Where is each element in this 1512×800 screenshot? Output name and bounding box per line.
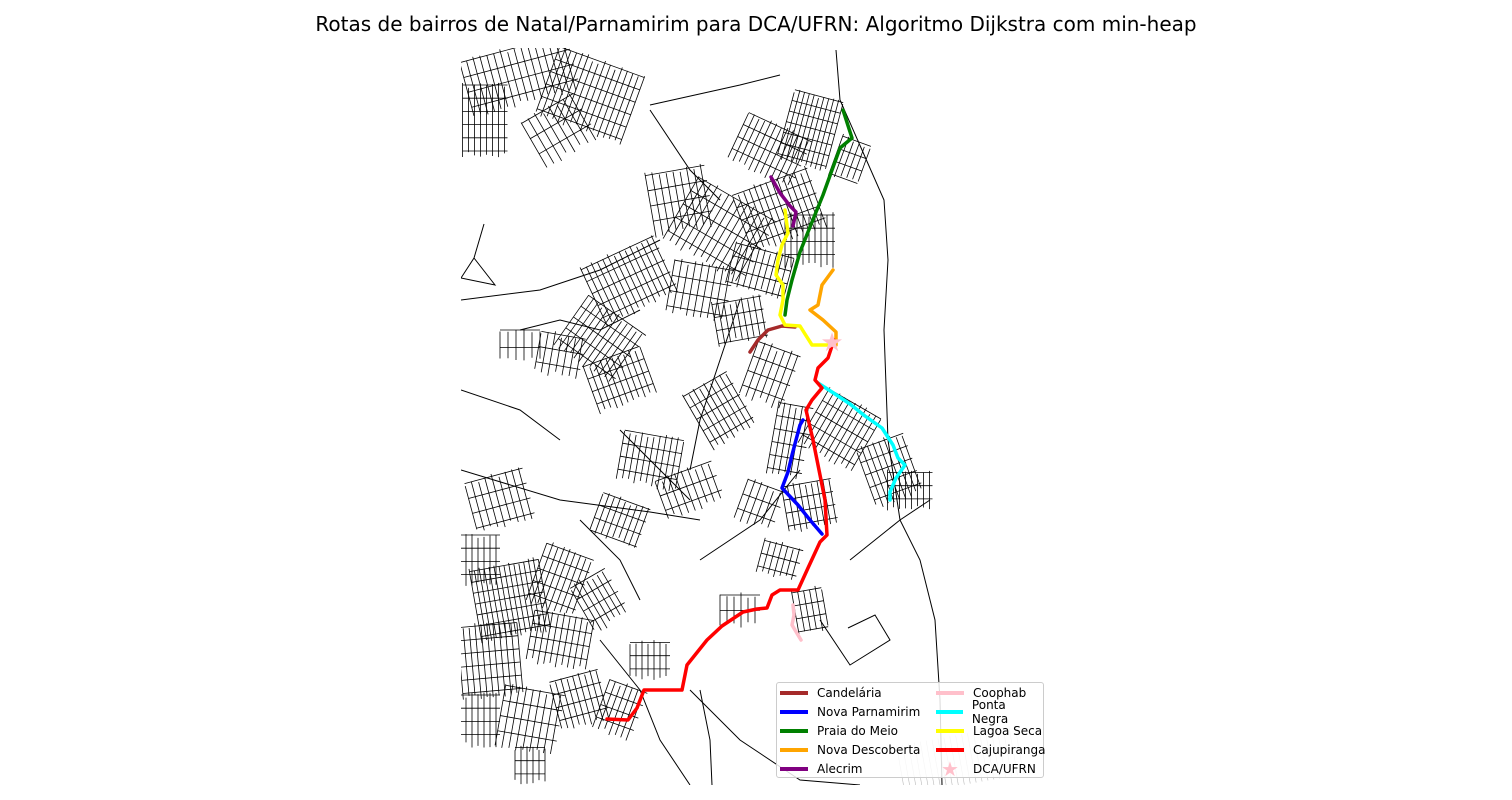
legend-item: Alecrim bbox=[780, 760, 862, 778]
route-nova-parnamirim bbox=[780, 418, 824, 536]
road-mid-7 bbox=[699, 689, 713, 785]
route-ponta-negra bbox=[816, 381, 907, 502]
road-mid-3 bbox=[461, 389, 561, 441]
legend-label: DCA/UFRN bbox=[973, 762, 1036, 776]
street-block bbox=[733, 478, 786, 528]
legend-item: ★ DCA/UFRN bbox=[936, 757, 1036, 781]
road-west-1 bbox=[461, 239, 661, 301]
street-block bbox=[682, 371, 755, 451]
legend-item: Ponta Negra bbox=[936, 698, 1043, 726]
street-block bbox=[464, 467, 535, 531]
street-block bbox=[494, 684, 565, 755]
legend-swatch bbox=[780, 767, 808, 771]
road-north-2 bbox=[649, 109, 721, 201]
street-block bbox=[461, 621, 524, 700]
coastal-road bbox=[835, 49, 943, 785]
legend-item: Lagoa Seca bbox=[936, 722, 1042, 740]
street-block bbox=[499, 329, 541, 361]
street-block bbox=[461, 534, 500, 586]
road-south-2 bbox=[819, 614, 891, 666]
street-block bbox=[520, 93, 597, 168]
street-block bbox=[579, 235, 679, 327]
legend-swatch bbox=[936, 748, 964, 752]
legend-swatch bbox=[780, 748, 808, 752]
legend-swatch bbox=[780, 691, 808, 695]
street-block bbox=[592, 679, 648, 741]
street-block bbox=[755, 537, 804, 580]
legend-label: Coophab bbox=[973, 686, 1027, 700]
street-block bbox=[534, 331, 586, 379]
street-block bbox=[711, 294, 769, 347]
route-praia-do-meio bbox=[783, 108, 854, 317]
star-icon: ★ bbox=[941, 757, 959, 781]
street-block bbox=[553, 294, 647, 382]
street-network bbox=[461, 48, 1024, 785]
street-block bbox=[549, 668, 609, 729]
road-sw-1 bbox=[599, 639, 691, 785]
street-block bbox=[765, 400, 814, 480]
legend-swatch bbox=[936, 710, 963, 714]
road-mid-5 bbox=[689, 299, 741, 471]
legend-swatch bbox=[780, 729, 808, 733]
street-block bbox=[582, 345, 657, 415]
street-block bbox=[781, 478, 838, 532]
road-east-1 bbox=[849, 499, 931, 561]
road-mid-2 bbox=[519, 309, 641, 331]
street-block bbox=[462, 82, 508, 158]
street-block bbox=[665, 258, 734, 321]
street-block bbox=[644, 163, 713, 238]
route-alecrim bbox=[769, 175, 798, 228]
legend-swatch bbox=[780, 710, 808, 714]
road-north-1 bbox=[649, 74, 781, 106]
legend-item: Nova Parnamirim bbox=[780, 703, 920, 721]
route-cajupiranga bbox=[605, 338, 836, 722]
road-south-1 bbox=[689, 689, 861, 785]
legend-label: Lagoa Seca bbox=[973, 724, 1043, 738]
br101-road bbox=[461, 469, 701, 521]
street-block bbox=[589, 492, 651, 548]
street-block bbox=[777, 89, 844, 171]
legend-item: Candelária bbox=[780, 684, 882, 702]
legend-item: Coophab bbox=[936, 684, 1026, 702]
street-block bbox=[569, 568, 626, 631]
street-block bbox=[461, 48, 579, 116]
route-nova-descoberta bbox=[808, 268, 838, 347]
road-triangle bbox=[461, 223, 497, 286]
road-mid-4 bbox=[619, 429, 691, 501]
street-block bbox=[727, 112, 813, 186]
street-block bbox=[654, 460, 723, 519]
route-candelaria bbox=[748, 324, 797, 354]
street-block bbox=[525, 542, 594, 614]
legend-label: Nova Descoberta bbox=[817, 743, 921, 757]
street-block bbox=[725, 241, 795, 299]
legend-swatch bbox=[936, 729, 964, 733]
street-line-layer bbox=[461, 49, 943, 785]
street-block bbox=[468, 557, 551, 644]
destination-marker: ★ bbox=[820, 328, 843, 358]
street-block bbox=[514, 745, 546, 785]
legend-label: Nova Parnamirim bbox=[817, 705, 921, 719]
legend-swatch bbox=[936, 691, 964, 695]
route-lagoa-seca bbox=[774, 208, 830, 347]
street-block bbox=[790, 585, 829, 636]
street-block bbox=[525, 609, 595, 670]
legend-label: Alecrim bbox=[817, 762, 863, 776]
legend-label: Candelária bbox=[817, 686, 882, 700]
legend: Candelária Nova Parnamirim Praia do Meio No… bbox=[776, 682, 1046, 781]
routes-layer bbox=[605, 108, 907, 722]
figure-title: Rotas de bairros de Natal/Parnamirim par… bbox=[315, 12, 1197, 36]
street-block bbox=[461, 692, 500, 748]
legend-label: Cajupiranga bbox=[973, 743, 1046, 757]
street-block bbox=[739, 341, 801, 409]
street-block bbox=[629, 640, 670, 680]
legend-label: Ponta Negra bbox=[971, 698, 1009, 726]
road-mid-1 bbox=[699, 469, 801, 561]
legend-item: Nova Descoberta bbox=[780, 741, 920, 759]
route-coophab bbox=[790, 603, 803, 642]
road-mid-6 bbox=[579, 519, 641, 601]
legend-item: Cajupiranga bbox=[936, 741, 1046, 759]
legend-item: Praia do Meio bbox=[780, 722, 898, 740]
legend-label: Praia do Meio bbox=[817, 724, 898, 738]
